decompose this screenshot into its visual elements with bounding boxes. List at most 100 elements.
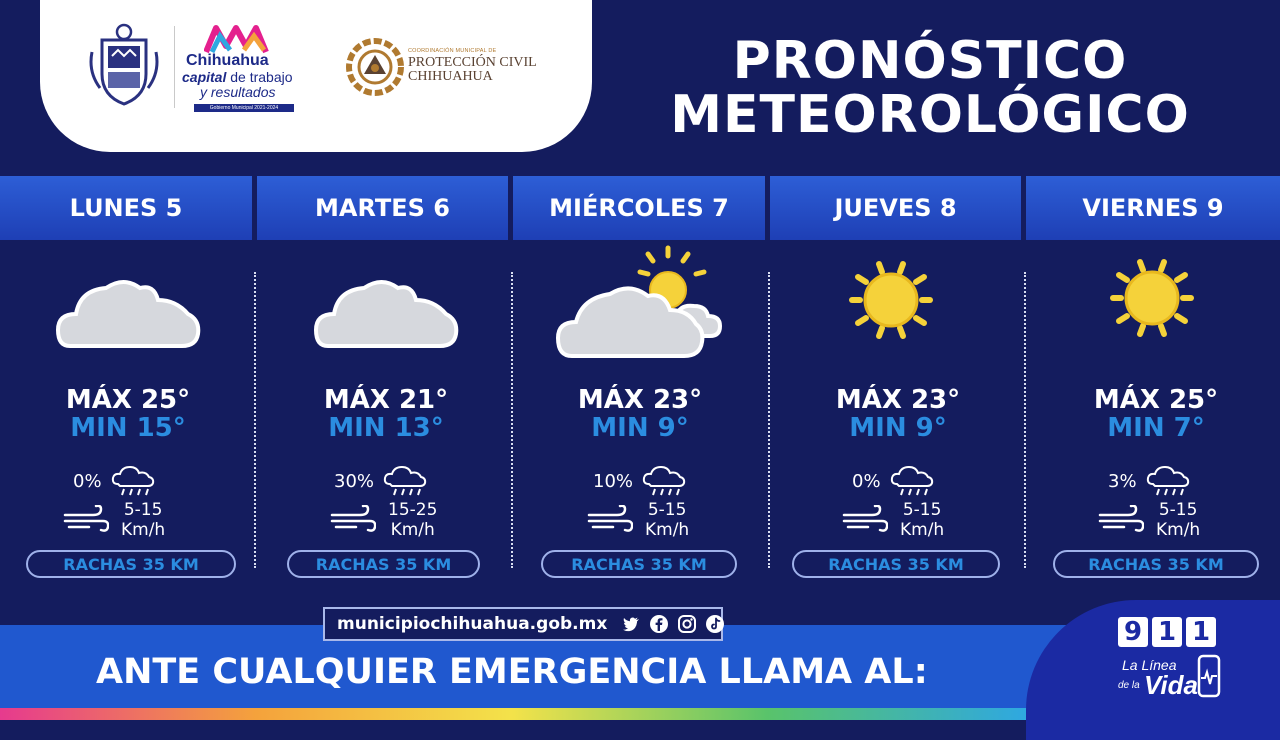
column-separator [511, 272, 513, 568]
sun-icon [849, 261, 933, 339]
precipitation-value: 10% [593, 470, 634, 492]
proteccion-civil-line2: CHIHUAHUA [408, 69, 493, 84]
precipitation-value: 0% [852, 470, 881, 492]
title-line2: METEOROLÓGICO [670, 85, 1190, 145]
chihuahua-m-icon [204, 25, 269, 54]
max-temp: MÁX 21° [323, 385, 449, 415]
cloud-icon [313, 280, 459, 348]
rain-cloud-icon [642, 465, 686, 496]
wind-icon [330, 505, 376, 532]
max-temp: MÁX 25° [1093, 385, 1219, 415]
wind-icon [842, 505, 888, 532]
wind-speed: 15-25 Km/h [330, 500, 437, 540]
min-temp: MIN 9° [849, 413, 947, 443]
wind-range: 15-25 [388, 500, 438, 520]
gust-badge: RACHAS 35 KM [541, 550, 737, 578]
emergency-message: ANTE CUALQUIER EMERGENCIA LLAMA AL: [96, 652, 928, 692]
emergency-number[interactable]: 9 1 1 [1118, 617, 1216, 647]
forecast-column-martes: MÁX 21° MIN 13° 30% 15-25 Km/h RACHAS 35 … [266, 244, 506, 584]
chihuahua-slogan-line2: capital de trabajo [182, 69, 293, 85]
title-line1: PRONÓSTICO [732, 31, 1128, 91]
chihuahua-name: Chihuahua [186, 52, 269, 69]
wind-range: 5-15 [1158, 500, 1198, 520]
chihuahua-slogan-line3: y resultados [200, 84, 276, 100]
website-link[interactable]: municipiochihuahua.gob.mx [337, 614, 608, 634]
precipitation: 30% [334, 464, 428, 498]
precipitation: 3% [1108, 464, 1191, 498]
de-la-text: de la [1118, 680, 1140, 691]
wind-unit: Km/h [645, 520, 690, 540]
min-temp: MIN 7° [1107, 413, 1205, 443]
instagram-icon[interactable] [677, 614, 697, 634]
forecast-column-miercoles: MÁX 23° MIN 9° 10% 5-15 Km/h RACHAS 35 KM [520, 244, 760, 584]
day-header-jueves: JUEVES 8 [770, 176, 1021, 240]
day-header-lunes: LUNES 5 [0, 176, 252, 240]
precipitation-value: 30% [334, 470, 375, 492]
proteccion-civil-name: PROTECCIÓN CIVIL CHIHUAHUA [408, 56, 537, 84]
chihuahua-logo: Chihuahua capital de trabajo y resultado… [182, 24, 306, 114]
forecast-column-jueves: MÁX 23° MIN 9° 0% 5-15 Km/h RACHAS 35 KM [778, 244, 1018, 584]
wind-speed: 5-15 Km/h [63, 500, 165, 540]
facebook-icon[interactable] [649, 614, 669, 634]
chihuahua-gov-bar: Gobierno Municipal 2021-2024 [194, 104, 294, 112]
proteccion-civil-subtitle: COORDINACIÓN MUNICIPAL DE [408, 48, 497, 54]
rain-cloud-icon [111, 465, 154, 496]
page-title: PRONÓSTICO METEOROLÓGICO [600, 34, 1260, 142]
gust-badge: RACHAS 35 KM [26, 550, 236, 578]
municipal-crest-icon [89, 23, 159, 106]
wind-icon [587, 505, 633, 532]
logo-panel: Chihuahua capital de trabajo y resultado… [40, 0, 592, 152]
wind-unit: Km/h [121, 520, 166, 540]
min-temp: MIN 9° [591, 413, 689, 443]
min-temp: MIN 13° [328, 413, 444, 443]
day-header-viernes: VIERNES 9 [1026, 176, 1280, 240]
precipitation: 0% [852, 464, 935, 498]
twitter-icon[interactable] [621, 614, 641, 634]
day-header-miercoles: MIÉRCOLES 7 [513, 176, 765, 240]
wind-range: 5-15 [902, 500, 942, 520]
phone-heartbeat-icon [1197, 654, 1221, 698]
max-temp: MÁX 25° [65, 385, 191, 415]
column-separator [768, 272, 770, 568]
wind-unit: Km/h [1156, 520, 1201, 540]
wind-icon [1098, 505, 1144, 532]
social-icons [621, 614, 725, 634]
day-header-martes: MARTES 6 [257, 176, 508, 240]
proteccion-civil-line1: PROTECCIÓN CIVIL [408, 55, 537, 70]
precipitation-value: 3% [1108, 470, 1137, 492]
chihuahua-slogan-rest: de trabajo [226, 69, 293, 85]
rain-cloud-icon [890, 465, 933, 496]
gust-badge: RACHAS 35 KM [792, 550, 1000, 578]
max-temp: MÁX 23° [577, 385, 703, 415]
chihuahua-slogan-bold: capital [182, 69, 227, 85]
forecast-column-lunes: MÁX 25° MIN 15° 0% 5-15 Km/h RACHAS 35 KM [8, 244, 248, 584]
rain-cloud-icon [383, 465, 427, 496]
digit-box: 1 [1186, 617, 1216, 647]
min-temp: MIN 15° [70, 413, 186, 443]
wind-unit: Km/h [390, 520, 435, 540]
proteccion-civil-emblem-icon [346, 38, 404, 96]
vida-text: Vida [1144, 670, 1198, 700]
cloud-icon [55, 280, 201, 348]
gust-badge: RACHAS 35 KM [287, 550, 480, 578]
gust-badge: RACHAS 35 KM [1053, 550, 1259, 578]
tiktok-icon[interactable] [705, 614, 725, 634]
precipitation-value: 0% [73, 470, 102, 492]
wind-speed: 5-15 Km/h [587, 500, 689, 540]
column-separator [254, 272, 256, 568]
wind-range: 5-15 [123, 500, 163, 520]
forecast-column-viernes: MÁX 25° MIN 7° 3% 5-15 Km/h RACHAS 35 KM [1036, 244, 1276, 584]
wind-unit: Km/h [900, 520, 945, 540]
digit-box: 9 [1118, 617, 1148, 647]
rain-cloud-icon [1146, 465, 1189, 496]
column-separator [1024, 272, 1026, 568]
max-temp: MÁX 23° [835, 385, 961, 415]
linea-text: La Línea [1122, 657, 1177, 673]
sun-icon [1110, 259, 1194, 337]
precipitation: 10% [593, 464, 687, 498]
partly-cloudy-icon [555, 245, 723, 358]
digit-box: 1 [1152, 617, 1182, 647]
precipitation: 0% [73, 464, 156, 498]
wind-speed: 5-15 Km/h [1098, 500, 1200, 540]
website-box: municipiochihuahua.gob.mx [323, 607, 725, 641]
